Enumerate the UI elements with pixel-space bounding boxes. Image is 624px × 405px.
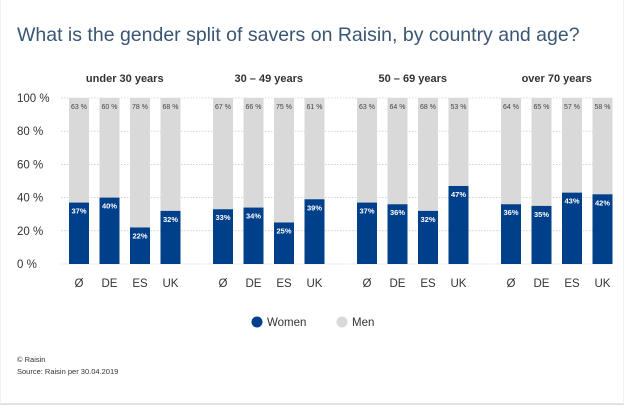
category-label: DE: [534, 278, 550, 290]
category-label: Ø: [75, 278, 84, 290]
y-tick-label: 20 %: [17, 226, 43, 238]
women-value-label: 25%: [276, 227, 291, 236]
men-value-label: 53 %: [451, 104, 467, 111]
bar-women: [501, 204, 521, 264]
men-value-label: 68 %: [420, 104, 436, 111]
bar-men: [592, 98, 613, 195]
copyright-note: © Raisin: [17, 355, 46, 364]
source-note: Source: Raisin per 30.04.2019: [17, 367, 119, 376]
category-label: ES: [132, 278, 148, 290]
category-label: Ø: [507, 278, 516, 290]
men-value-label: 64 %: [390, 104, 406, 111]
bar-men: [531, 98, 552, 206]
category-label: UK: [595, 278, 611, 290]
chart-title: What is the gender split of savers on Ra…: [17, 24, 580, 46]
bar-women: [130, 227, 150, 264]
bar-men: [501, 98, 521, 205]
bar-women: [531, 205, 552, 264]
men-value-label: 64 %: [503, 104, 519, 111]
women-value-label: 37%: [359, 207, 374, 216]
bar-men: [562, 98, 582, 193]
group-label: under 30 years: [86, 73, 164, 85]
bar-women: [448, 185, 469, 264]
bar-women: [304, 199, 325, 264]
bar-women: [387, 204, 408, 264]
men-value-label: 60 %: [102, 104, 118, 111]
women-value-label: 36%: [390, 208, 405, 217]
men-value-label: 58 %: [595, 104, 611, 111]
category-label: Ø: [219, 278, 228, 290]
group-label: over 70 years: [522, 73, 592, 85]
women-value-label: 42%: [595, 198, 610, 207]
men-value-label: 57 %: [564, 104, 580, 111]
women-value-label: 43%: [564, 197, 579, 206]
men-value-label: 68 %: [163, 104, 179, 111]
women-value-label: 39%: [307, 203, 322, 212]
y-tick-label: 80 %: [17, 126, 43, 138]
category-label: UK: [163, 278, 179, 290]
bar-women: [213, 209, 233, 264]
bar-men: [69, 98, 89, 203]
group-label: 50 – 69 years: [378, 73, 447, 85]
bar-women: [243, 207, 264, 264]
bar-women: [357, 202, 377, 264]
legend-swatch: [336, 316, 348, 328]
women-value-label: 32%: [420, 215, 435, 224]
category-label: UK: [307, 278, 323, 290]
category-label: DE: [102, 278, 118, 290]
category-label: DE: [390, 278, 406, 290]
bar-men: [448, 98, 469, 186]
bar-women: [160, 210, 181, 264]
women-value-label: 35%: [534, 210, 549, 219]
y-tick-label: 60 %: [17, 159, 43, 171]
men-value-label: 67 %: [215, 104, 231, 111]
women-value-label: 32%: [163, 215, 178, 224]
women-value-label: 34%: [246, 212, 261, 221]
women-value-label: 33%: [215, 213, 230, 222]
y-tick-label: 100 %: [17, 93, 50, 105]
men-value-label: 63 %: [71, 104, 87, 111]
bar-men: [160, 98, 181, 211]
bar-women: [99, 197, 120, 264]
bar-women: [274, 222, 294, 264]
bar-women: [592, 194, 613, 264]
women-value-label: 40%: [102, 202, 117, 211]
category-label: Ø: [363, 278, 372, 290]
bar-men: [99, 98, 120, 198]
men-value-label: 63 %: [359, 104, 375, 111]
bar-men: [213, 98, 233, 210]
category-label: DE: [246, 278, 262, 290]
y-tick-label: 0 %: [17, 259, 37, 271]
legend-label: Men: [352, 317, 374, 329]
bar-women: [562, 192, 582, 264]
group-label: 30 – 49 years: [234, 73, 303, 85]
bar-men: [304, 98, 325, 200]
men-value-label: 66 %: [246, 104, 262, 111]
bar-men: [243, 98, 264, 208]
bar-men: [357, 98, 377, 203]
legend-label: Women: [267, 317, 306, 329]
bar-men: [418, 98, 438, 211]
men-value-label: 78 %: [132, 104, 148, 111]
y-tick-label: 40 %: [17, 193, 43, 205]
men-value-label: 61 %: [307, 104, 323, 111]
women-value-label: 37%: [71, 207, 86, 216]
bar-men: [130, 98, 150, 228]
category-label: UK: [451, 278, 467, 290]
bar-men: [387, 98, 408, 205]
category-label: ES: [276, 278, 292, 290]
women-value-label: 36%: [503, 208, 518, 217]
men-value-label: 65 %: [534, 104, 550, 111]
bar-women: [69, 202, 89, 264]
category-label: ES: [420, 278, 436, 290]
bar-men: [274, 98, 294, 223]
men-value-label: 75 %: [276, 104, 292, 111]
category-label: ES: [564, 278, 580, 290]
women-value-label: 22%: [132, 231, 147, 240]
legend-swatch: [251, 316, 263, 328]
bar-women: [418, 210, 438, 264]
women-value-label: 47%: [451, 190, 466, 199]
